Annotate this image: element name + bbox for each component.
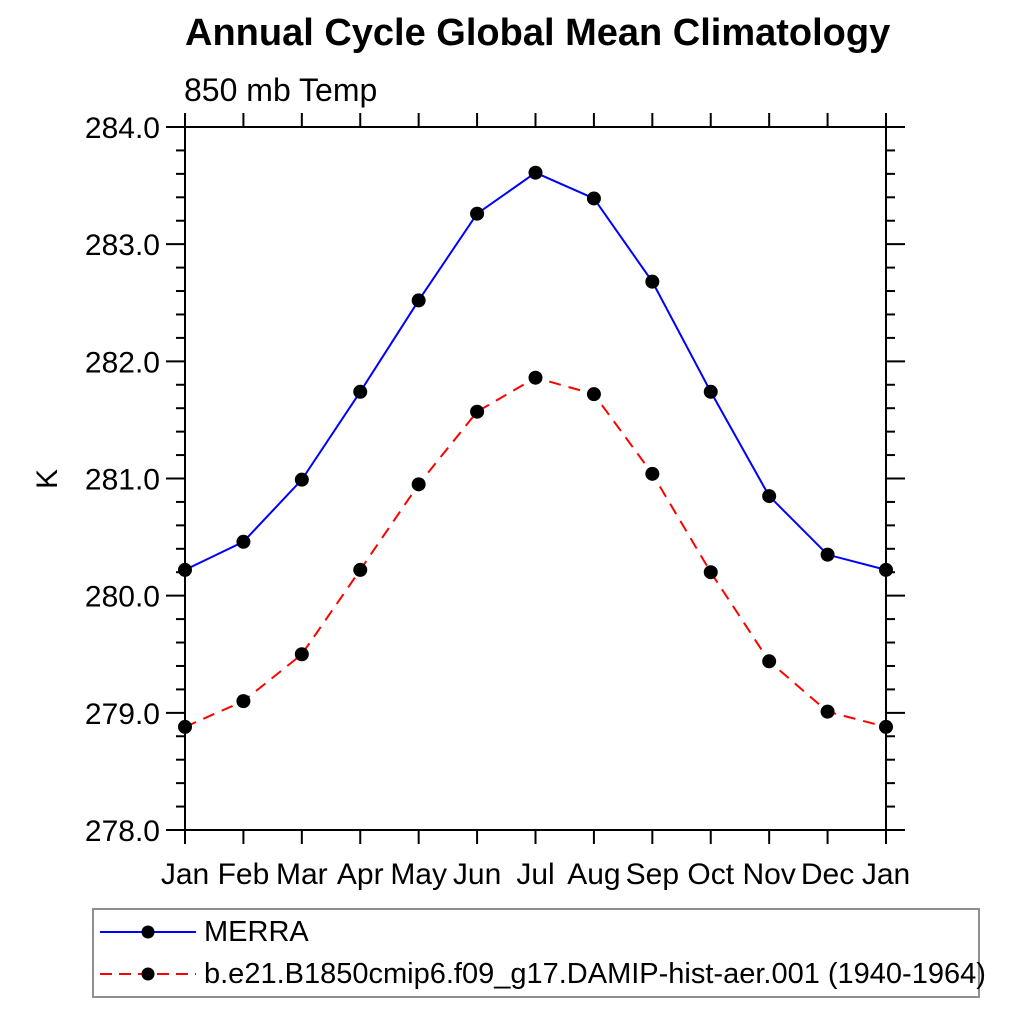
data-point-marker [703, 384, 718, 399]
data-point-marker [178, 562, 192, 577]
data-point-marker [528, 165, 543, 180]
data-point-marker [703, 565, 718, 580]
svg-text:Jul: Jul [516, 858, 554, 891]
legend-item-model: b.e21.B1850cmip6.f09_g17.DAMIP-hist-aer.… [94, 953, 986, 995]
svg-text:Feb: Feb [218, 858, 270, 891]
data-point-marker [236, 534, 251, 549]
plot-border [184, 126, 887, 831]
legend-label-model: b.e21.B1850cmip6.f09_g17.DAMIP-hist-aer.… [204, 957, 986, 990]
legend: MERRA b.e21.B1850cmip6.f09_g17.DAMIP-his… [92, 908, 986, 998]
legend-item-merra: MERRA [94, 911, 978, 953]
data-point-marker [470, 404, 485, 419]
svg-text:282.0: 282.0 [85, 346, 160, 379]
data-point-marker [178, 719, 192, 734]
legend-label-merra: MERRA [204, 915, 309, 948]
data-point-marker [353, 384, 368, 399]
data-point-marker [411, 477, 426, 492]
data-point-marker [411, 293, 426, 308]
svg-text:283.0: 283.0 [85, 229, 160, 262]
svg-text:284.0: 284.0 [85, 112, 160, 145]
y-axis-tick-labels: 278.0 279.0 280.0 281.0 282.0 283.0 284.0 [85, 112, 160, 848]
svg-text:Dec: Dec [801, 858, 854, 891]
svg-text:Jan: Jan [161, 858, 209, 891]
svg-text:Nov: Nov [742, 858, 795, 891]
x-axis-ticks [184, 113, 887, 844]
data-point-marker [820, 547, 835, 562]
data-point-marker [294, 647, 309, 662]
y-axis-ticks [166, 126, 905, 831]
legend-line-sample-merra [100, 925, 196, 939]
legend-line-sample-model [100, 967, 196, 981]
data-point-marker [879, 562, 893, 577]
svg-text:279.0: 279.0 [85, 698, 160, 731]
data-point-marker [586, 191, 601, 206]
legend-marker-icon [141, 925, 155, 939]
chart-subtitle: 850 mb Temp [184, 72, 378, 108]
data-point-marker [879, 719, 893, 734]
svg-text:Oct: Oct [687, 858, 734, 891]
data-point-marker [294, 472, 309, 487]
svg-text:280.0: 280.0 [85, 581, 160, 614]
svg-text:Mar: Mar [276, 858, 328, 891]
data-point-marker [236, 694, 251, 709]
svg-text:Jan: Jan [862, 858, 910, 891]
data-point-marker [820, 704, 835, 719]
svg-text:Sep: Sep [626, 858, 679, 891]
data-point-marker [762, 489, 777, 504]
data-point-marker [645, 274, 660, 289]
svg-text:Jun: Jun [453, 858, 501, 891]
svg-text:281.0: 281.0 [85, 464, 160, 497]
data-point-marker [586, 387, 601, 402]
data-point-marker [528, 370, 543, 385]
svg-text:278.0: 278.0 [85, 815, 160, 848]
series-merra [178, 165, 893, 577]
legend-marker-icon [141, 967, 155, 981]
data-point-marker [353, 562, 368, 577]
svg-text:Aug: Aug [567, 858, 620, 891]
data-point-marker [762, 654, 777, 669]
svg-text:Apr: Apr [337, 858, 384, 891]
chart-title: Annual Cycle Global Mean Climatology [185, 12, 891, 54]
data-point-marker [645, 466, 660, 481]
x-axis-tick-labels: Jan Feb Mar Apr May Jun Jul Aug Sep Oct Nov Dec Jan [161, 858, 910, 891]
svg-text:May: May [390, 858, 447, 891]
data-point-marker [470, 206, 485, 221]
series-model [178, 370, 893, 734]
